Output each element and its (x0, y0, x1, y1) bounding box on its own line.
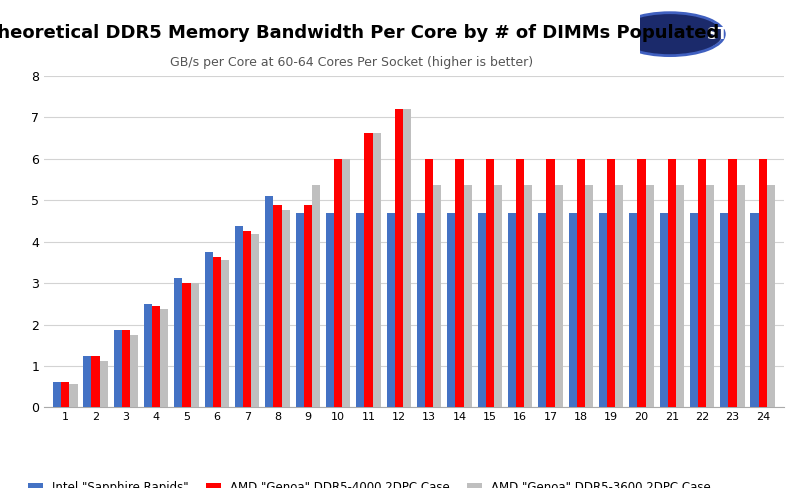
Bar (425, 159, 434, 407)
Bar (282, 210, 290, 407)
Bar (356, 213, 365, 407)
Bar (266, 196, 274, 407)
Bar (213, 257, 221, 407)
Text: Theoretical DDR5 Memory Bandwidth Per Core by # of DIMMs Populated: Theoretical DDR5 Memory Bandwidth Per Co… (0, 24, 719, 42)
Bar (394, 109, 403, 407)
Bar (478, 213, 486, 407)
Bar (758, 159, 767, 407)
Text: STH: STH (707, 27, 742, 41)
Bar (100, 361, 108, 407)
Bar (508, 213, 516, 407)
Bar (538, 213, 546, 407)
Bar (174, 278, 182, 407)
Bar (122, 330, 130, 407)
Bar (659, 213, 668, 407)
Bar (326, 213, 334, 407)
Bar (463, 184, 472, 407)
Bar (676, 184, 684, 407)
Bar (386, 213, 394, 407)
Bar (251, 234, 259, 407)
Bar (312, 184, 320, 407)
Bar (599, 213, 607, 407)
Bar (417, 213, 425, 407)
Bar (53, 382, 61, 407)
Bar (447, 213, 455, 407)
Bar (569, 213, 577, 407)
Bar (554, 184, 562, 407)
Bar (114, 330, 122, 407)
Text: GB/s per Core at 60-64 Cores Per Socket (higher is better): GB/s per Core at 60-64 Cores Per Socket … (170, 56, 534, 69)
Bar (750, 213, 758, 407)
Bar (494, 184, 502, 407)
Bar (615, 184, 623, 407)
Bar (767, 184, 775, 407)
Bar (706, 184, 714, 407)
Bar (61, 382, 70, 407)
Bar (577, 159, 585, 407)
Bar (83, 356, 91, 407)
Bar (342, 159, 350, 407)
Bar (524, 184, 533, 407)
Bar (70, 384, 78, 407)
Bar (629, 213, 638, 407)
Bar (434, 184, 442, 407)
Bar (152, 306, 160, 407)
Bar (304, 205, 312, 407)
Bar (737, 184, 745, 407)
Bar (720, 213, 728, 407)
Bar (546, 159, 554, 407)
Bar (91, 356, 100, 407)
Bar (585, 184, 593, 407)
Bar (698, 159, 706, 407)
Bar (607, 159, 615, 407)
Bar (274, 205, 282, 407)
Bar (160, 309, 169, 407)
Bar (130, 335, 138, 407)
Bar (646, 184, 654, 407)
Bar (690, 213, 698, 407)
Bar (144, 304, 152, 407)
Bar (373, 133, 381, 407)
Bar (403, 109, 411, 407)
Bar (638, 159, 646, 407)
Bar (365, 133, 373, 407)
Bar (190, 283, 199, 407)
Bar (205, 252, 213, 407)
Bar (728, 159, 737, 407)
Bar (668, 159, 676, 407)
Bar (516, 159, 524, 407)
Bar (243, 231, 251, 407)
Bar (182, 283, 190, 407)
Bar (455, 159, 463, 407)
Bar (295, 213, 304, 407)
Legend: Intel "Sapphire Rapids", AMD "Genoa" DDR5-4000 2DPC Case, AMD "Genoa" DDR5-3600 : Intel "Sapphire Rapids", AMD "Genoa" DDR… (29, 482, 710, 488)
Bar (221, 260, 229, 407)
Bar (486, 159, 494, 407)
Bar (235, 226, 243, 407)
Circle shape (618, 14, 722, 55)
Bar (334, 159, 342, 407)
